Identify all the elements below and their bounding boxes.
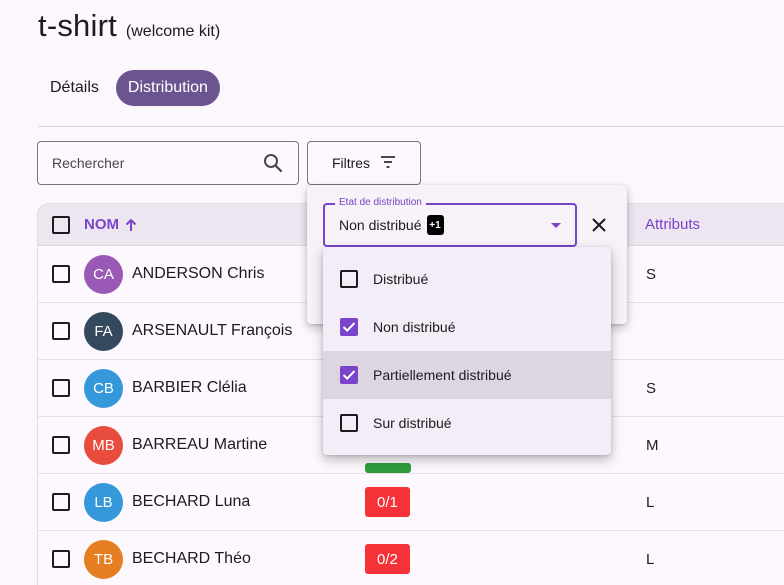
column-header-name[interactable]: NOM: [84, 216, 137, 233]
row-name: BARBIER Clélia: [132, 379, 247, 396]
header-divider: [38, 126, 784, 127]
option-label: Sur distribué: [373, 415, 452, 431]
search-input[interactable]: [52, 155, 262, 171]
option-checkbox[interactable]: [340, 414, 358, 432]
column-header-name-label: NOM: [84, 216, 119, 233]
distribution-state-select[interactable]: Etat de distribution Non distribué +1: [323, 197, 577, 247]
row-attribute: L: [646, 493, 655, 511]
row-checkbox[interactable]: [52, 436, 70, 454]
row-name: BARREAU Martine: [132, 436, 268, 453]
avatar: FA: [84, 311, 123, 351]
distribution-state-menu: Distribué Non distribué Partiellement di…: [323, 247, 611, 455]
filters-button-label: Filtres: [331, 155, 371, 171]
avatar: MB: [84, 425, 123, 465]
status-badge: 0/1: [365, 487, 410, 517]
row-name: BECHARD Théo: [132, 550, 251, 567]
option-label: Distribué: [373, 271, 429, 287]
status-badge: [365, 463, 411, 473]
close-icon[interactable]: [587, 213, 611, 237]
filter-icon: [380, 155, 396, 171]
table-row[interactable]: TB BECHARD Théo 0/2 L: [38, 531, 784, 585]
page-title: t-shirt: [38, 8, 117, 43]
column-header-attributes[interactable]: Attributs: [645, 216, 701, 233]
row-checkbox[interactable]: [52, 322, 70, 340]
search-field[interactable]: [37, 141, 299, 185]
avatar: CB: [84, 368, 123, 408]
row-name: BECHARD Luna: [132, 493, 251, 510]
avatar: TB: [84, 539, 123, 579]
menu-option-distribue[interactable]: Distribué: [323, 255, 611, 303]
chevron-down-icon[interactable]: [551, 223, 561, 228]
row-name: ARSENAULT François: [132, 322, 293, 339]
select-all-checkbox[interactable]: [52, 215, 70, 234]
filters-button[interactable]: Filtres: [307, 141, 421, 185]
check-icon: [342, 322, 356, 333]
table-row[interactable]: MB BARREAU Martine M: [38, 417, 784, 474]
table-row[interactable]: LB BECHARD Luna 0/1 L: [38, 474, 784, 531]
check-icon: [342, 370, 356, 381]
row-attribute: L: [646, 550, 655, 568]
select-value: Non distribué: [339, 217, 422, 233]
tab-bar: Détails Distribution: [38, 70, 220, 106]
page-header: t-shirt (welcome kit): [38, 8, 220, 44]
row-checkbox[interactable]: [52, 493, 70, 511]
option-label: Partiellement distribué: [373, 367, 512, 383]
tab-distribution[interactable]: Distribution: [115, 70, 220, 106]
option-checkbox-checked[interactable]: [340, 318, 358, 336]
avatar: LB: [84, 482, 123, 522]
tab-details[interactable]: Détails: [50, 79, 99, 96]
avatar: CA: [84, 254, 123, 294]
sort-arrow-up-icon: [125, 218, 137, 232]
row-checkbox[interactable]: [52, 379, 70, 397]
extra-count-chip: +1: [426, 215, 444, 235]
menu-option-non-distribue[interactable]: Non distribué: [323, 303, 611, 351]
row-attribute: S: [646, 265, 657, 283]
search-icon[interactable]: [262, 152, 284, 174]
option-checkbox-checked[interactable]: [340, 366, 358, 384]
option-checkbox[interactable]: [340, 270, 358, 288]
row-checkbox[interactable]: [52, 550, 70, 568]
row-attribute: S: [646, 379, 657, 397]
menu-option-sur-distribue[interactable]: Sur distribué: [323, 399, 611, 447]
row-attribute: M: [646, 436, 659, 454]
status-badge: 0/2: [365, 544, 410, 574]
menu-option-partiellement-distribue[interactable]: Partiellement distribué: [323, 351, 611, 399]
page-subtitle: (welcome kit): [125, 23, 221, 40]
row-name: ANDERSON Chris: [132, 265, 265, 282]
row-checkbox[interactable]: [52, 265, 70, 283]
select-label: Etat de distribution: [335, 197, 426, 208]
option-label: Non distribué: [373, 319, 456, 335]
